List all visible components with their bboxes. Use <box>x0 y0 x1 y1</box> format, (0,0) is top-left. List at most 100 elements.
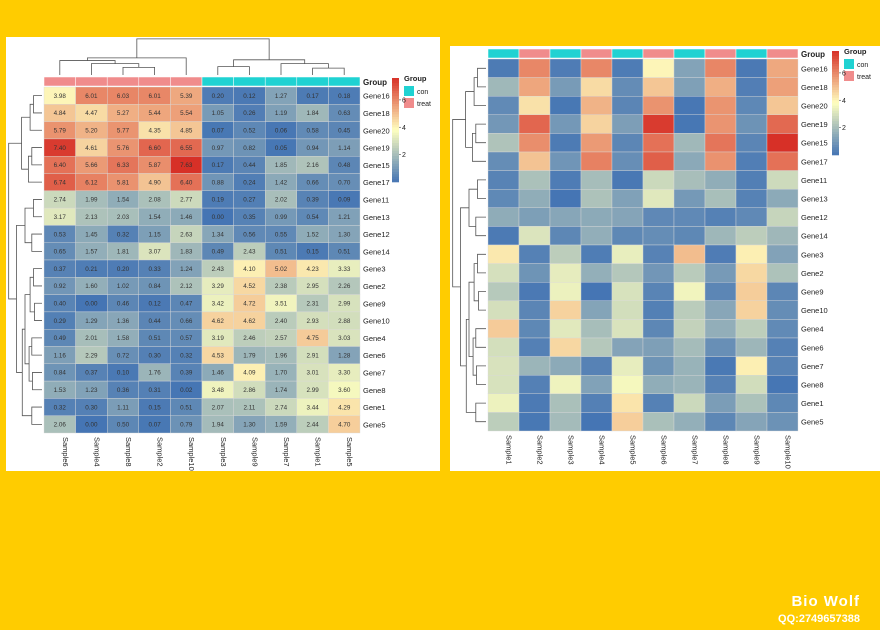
colorbar-segment <box>832 53 839 57</box>
heatmap-cell <box>673 58 706 78</box>
colorbar-segment <box>832 95 839 99</box>
row-label: Gene15 <box>363 161 390 170</box>
heatmap-cell <box>580 263 613 283</box>
heatmap-cell <box>673 133 706 153</box>
column-label: Sample5 <box>345 437 354 467</box>
colorbar-segment <box>392 161 399 165</box>
colorbar-segment <box>392 124 399 128</box>
colorbar-segment <box>832 144 839 148</box>
heatmap-cell <box>735 114 768 134</box>
heatmap-cell-value: 5.77 <box>117 127 130 134</box>
heatmap-cell <box>673 244 706 264</box>
heatmap-cell <box>518 133 551 153</box>
heatmap-cell-value: 2.44 <box>306 422 319 429</box>
heatmap-cell-value: 2.43 <box>243 249 256 256</box>
row-dendrogram-branch <box>477 179 486 199</box>
group-legend-label: con <box>417 89 428 96</box>
heatmap-cell <box>766 412 799 432</box>
heatmap-cell <box>487 96 520 116</box>
heatmap-cell <box>673 300 706 320</box>
colorbar-segment <box>392 111 399 115</box>
heatmap-cell <box>518 77 551 97</box>
heatmap-cell <box>611 319 644 339</box>
row-dendrogram-branch <box>31 147 42 166</box>
colorbar-segment <box>392 85 399 89</box>
group-annotation-cell <box>296 76 329 87</box>
column-dendrogram-branch <box>87 57 187 75</box>
colorbar-segment <box>832 131 839 135</box>
heatmap-cell-value: 4.61 <box>85 145 98 152</box>
heatmap-cell <box>766 281 799 301</box>
heatmap-cell-value: 2.03 <box>117 214 130 221</box>
heatmap-cell-value: 0.66 <box>306 179 319 186</box>
row-label: Gene12 <box>363 230 390 239</box>
colorbar-segment <box>832 100 839 104</box>
group-annotation-cell <box>766 48 799 59</box>
heatmap-cell <box>735 300 768 320</box>
row-dendrogram-branch <box>472 133 486 162</box>
heatmap-cell-value: 1.14 <box>338 145 351 152</box>
group-legend-swatch <box>404 86 414 96</box>
heatmap-cell <box>735 281 768 301</box>
heatmap-cell <box>487 375 520 395</box>
heatmap-cell <box>518 170 551 190</box>
column-label: Sample6 <box>660 435 669 465</box>
heatmap-cell <box>487 133 520 153</box>
heatmap-cell-value: 0.70 <box>338 179 351 186</box>
heatmap-cell-value: 0.97 <box>212 145 225 152</box>
heatmap-cell-value: 6.01 <box>148 93 161 100</box>
colorbar-segment <box>832 123 839 127</box>
heatmap-cell <box>766 77 799 97</box>
column-label: Sample9 <box>250 437 259 467</box>
heatmap-cell <box>549 151 582 171</box>
row-label: Gene19 <box>801 120 828 129</box>
heatmap-cell-value: 0.37 <box>54 266 67 273</box>
heatmap-cell <box>580 96 613 116</box>
heatmap-cell-value: 0.84 <box>54 370 67 377</box>
row-dendrogram-branch <box>473 263 479 302</box>
heatmap-cell-value: 1.30 <box>243 422 256 429</box>
group-annotation-cell <box>106 76 140 87</box>
heatmap-cell <box>549 96 582 116</box>
colorbar-segment <box>832 58 839 62</box>
heatmap-cell <box>487 77 520 97</box>
row-label: Gene7 <box>363 368 386 377</box>
heatmap-cell-value: 4.52 <box>243 283 256 290</box>
heatmap-cell-value: 3.29 <box>212 283 225 290</box>
row-dendrogram-branch <box>475 216 486 237</box>
heatmap-cell-value: 6.40 <box>54 162 67 169</box>
heatmap-cell-value: 2.74 <box>275 404 288 411</box>
heatmap-cell <box>642 96 675 116</box>
heatmap-cell-value: 1.84 <box>306 110 319 117</box>
heatmap-cell <box>487 263 520 283</box>
column-label: Sample6 <box>61 437 70 467</box>
colorbar-segment <box>832 97 839 101</box>
group-annotation-label: Group <box>363 78 387 87</box>
heatmap-cell-value: 0.00 <box>85 300 98 307</box>
heatmap-cell-value: 2.12 <box>180 283 193 290</box>
heatmap-cell <box>518 226 551 246</box>
column-dendrogram-branch <box>217 66 250 75</box>
heatmap-cell-value: 4.90 <box>148 179 161 186</box>
colorbar-segment <box>392 140 399 144</box>
colorbar-segment <box>392 163 399 167</box>
heatmap-cell <box>673 319 706 339</box>
heatmap-cell-value: 6.01 <box>85 93 98 100</box>
group-annotation-cell <box>170 76 203 87</box>
heatmap-cell-value: 5.66 <box>85 162 98 169</box>
heatmap-cell-value: 5.20 <box>85 127 98 134</box>
heatmap-cell-value: 7.40 <box>54 145 67 152</box>
heatmap-cell <box>611 226 644 246</box>
heatmap-cell <box>549 207 582 227</box>
row-dendrogram-branch <box>21 116 31 170</box>
heatmap-cell-value: 2.88 <box>338 318 351 325</box>
heatmap-cell <box>611 412 644 432</box>
heatmap-cell <box>642 114 675 134</box>
colorbar-segment <box>832 56 839 60</box>
heatmap-cell <box>580 244 613 264</box>
heatmap-cell <box>766 337 799 357</box>
heatmap-cell <box>549 281 582 301</box>
colorbar-segment <box>392 135 399 139</box>
colorbar-segment <box>392 104 399 107</box>
heatmap-cell <box>611 375 644 395</box>
